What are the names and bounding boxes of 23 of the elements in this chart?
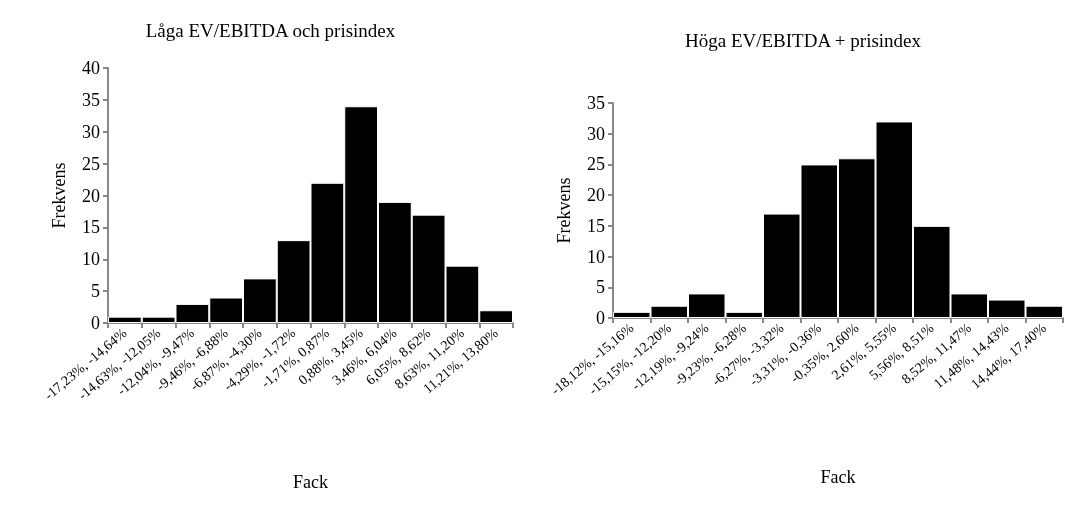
y-tick-label: 15 — [82, 217, 100, 238]
x-axis-title: Fack — [820, 467, 856, 487]
y-tick-label: 25 — [587, 154, 605, 175]
y-tick-label: 35 — [82, 89, 100, 110]
y-tick-label: 30 — [82, 121, 100, 142]
y-tick-label: 20 — [587, 185, 605, 206]
x-axis-title: Fack — [293, 472, 328, 492]
y-tick-label: 15 — [587, 215, 605, 236]
y-tick-label: 5 — [91, 281, 100, 302]
y-tick-label: 10 — [82, 249, 100, 270]
y-tick-label: 40 — [82, 58, 100, 78]
y-tick-label: 0 — [596, 308, 605, 328]
y-tick-label: 20 — [82, 185, 100, 206]
y-axis-title: Frekvens — [554, 177, 574, 244]
y-tick-label: 10 — [587, 246, 605, 267]
y-tick-label: 35 — [587, 93, 605, 113]
y-tick-label: 30 — [587, 123, 605, 144]
y-axis-title: Frekvens — [49, 162, 69, 229]
y-tick-label: 5 — [596, 277, 605, 298]
chart-title: Låga EV/EBITDA och prisindex — [145, 20, 396, 41]
y-tick-label: 0 — [91, 313, 100, 333]
chart-title: Höga EV/EBITDA + prisindex — [684, 30, 922, 51]
y-tick-label: 25 — [82, 153, 100, 174]
